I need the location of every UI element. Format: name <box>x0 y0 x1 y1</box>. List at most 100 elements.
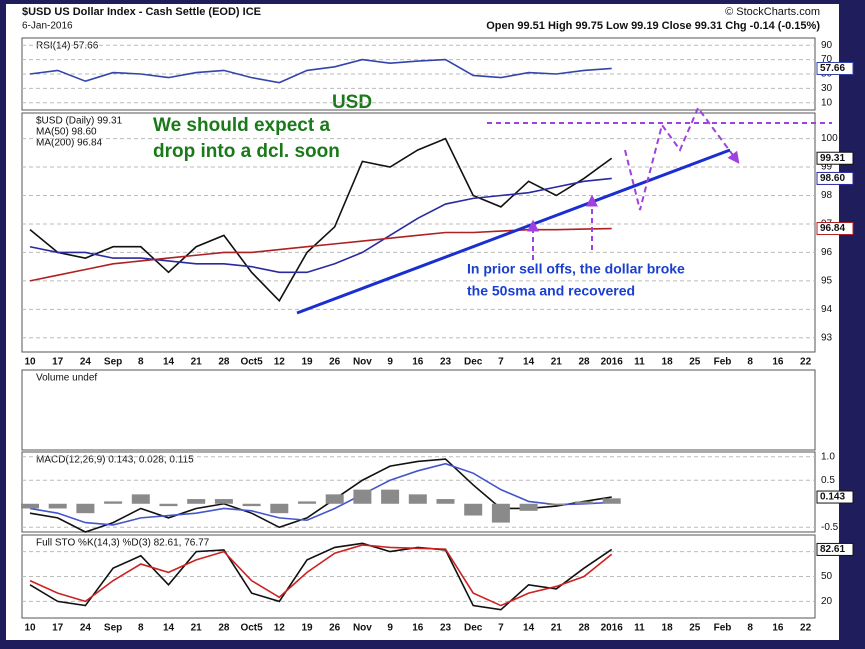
histogram-bar <box>104 501 123 504</box>
x-tick-label: 16 <box>412 357 424 368</box>
x-tick-label: 23 <box>440 623 452 634</box>
histogram-bar <box>242 503 261 507</box>
x-tick-label: Sep <box>104 357 122 368</box>
histogram-bar <box>464 503 483 516</box>
x-tick-label: 26 <box>329 623 341 634</box>
value-tag <box>816 171 854 185</box>
value-tag <box>816 222 854 236</box>
projection-path <box>624 106 740 211</box>
x-tick-label: 21 <box>551 357 563 368</box>
histogram-bar <box>159 503 178 507</box>
series-line <box>29 542 613 611</box>
legend-entry: MA(50) 98.60 <box>36 127 97 138</box>
histogram-bar <box>381 489 400 504</box>
y-tick-label: 90 <box>821 40 833 51</box>
x-tick-label: Dec <box>464 623 483 634</box>
value-tag-label: 82.61 <box>820 544 845 555</box>
panel-frame <box>21 451 816 533</box>
x-tick-label: 9 <box>387 357 393 368</box>
value-tag-label: 57.66 <box>820 63 845 74</box>
y-tick-label: 10 <box>821 97 833 108</box>
annotation-note: We should expect a <box>153 115 330 136</box>
x-tick-label: 19 <box>301 623 313 634</box>
histogram-bar <box>602 498 621 504</box>
x-tick-label: 18 <box>662 623 674 634</box>
x-tick-label: 21 <box>191 623 203 634</box>
y-tick-label: 70 <box>821 54 833 65</box>
histogram-bar <box>48 503 67 509</box>
x-tick-label: 8 <box>138 357 144 368</box>
date: 6-Jan-2016 <box>22 21 73 32</box>
y-tick-label: 100 <box>821 133 838 144</box>
histogram-bar <box>436 499 455 504</box>
x-tick-label: 22 <box>800 357 812 368</box>
x-tick-label: 16 <box>772 357 784 368</box>
histogram-bar <box>214 499 233 504</box>
legend-entry: Full STO %K(14,3) %D(3) 82.61, 76.77 <box>36 538 210 549</box>
x-tick-label: 17 <box>52 623 64 634</box>
x-tick-label: 14 <box>523 357 535 368</box>
x-tick-label: 28 <box>578 623 590 634</box>
x-tick-label: 26 <box>329 357 341 368</box>
x-tick-label: 11 <box>634 623 645 634</box>
y-tick-label: 93 <box>821 332 833 343</box>
legend-entry: RSI(14) 57.66 <box>36 41 99 52</box>
legend-entry: MA(200) 96.84 <box>36 138 103 149</box>
panel-frame <box>21 112 816 353</box>
x-tick-label: 22 <box>800 623 812 634</box>
x-tick-label: Oct5 <box>240 357 263 368</box>
histogram-bar <box>187 499 206 504</box>
x-tick-label: 7 <box>498 357 504 368</box>
annotation-callout: In prior sell offs, the dollar broke <box>467 261 685 277</box>
histogram-bar <box>21 503 39 509</box>
x-tick-label: 14 <box>163 357 175 368</box>
legend-entry: Volume undef <box>36 373 97 384</box>
y-tick-label: -0.5 <box>821 522 839 533</box>
value-tag-label: 99.31 <box>820 153 845 164</box>
x-tick-label: 28 <box>218 623 230 634</box>
value-tag <box>816 151 854 165</box>
x-tick-label: Dec <box>464 357 483 368</box>
y-tick-label: 99 <box>821 162 833 173</box>
panel-frame <box>21 369 816 451</box>
histogram-bar <box>575 501 593 504</box>
x-tick-label: 23 <box>440 357 452 368</box>
x-tick-label: 25 <box>689 357 701 368</box>
x-tick-label: Oct5 <box>240 623 263 634</box>
x-tick-label: 24 <box>80 357 92 368</box>
x-tick-label: 9 <box>387 623 393 634</box>
drawing-layer <box>296 106 832 315</box>
histogram-bar <box>298 501 316 504</box>
y-tick-label: 50 <box>821 571 833 582</box>
x-tick-label: 14 <box>523 623 535 634</box>
x-tick-label: 8 <box>747 357 753 368</box>
histogram-bar <box>408 494 427 504</box>
histogram-bar <box>131 494 150 504</box>
x-tick-label: 12 <box>274 623 286 634</box>
annotation-callout: the 50sma and recovered <box>467 283 635 299</box>
value-tag-label: 98.60 <box>820 173 845 184</box>
y-tick-label: 94 <box>821 304 833 315</box>
x-tick-label: 16 <box>412 623 424 634</box>
x-tick-label: 10 <box>24 357 36 368</box>
x-tick-label: 8 <box>138 623 144 634</box>
y-tick-label: 20 <box>821 596 833 607</box>
x-tick-label: Sep <box>104 623 122 634</box>
x-tick-label: 21 <box>191 357 203 368</box>
x-tick-label: 24 <box>80 623 92 634</box>
legend-entry: MACD(12,26,9) 0.143, 0.028, 0.115 <box>36 455 194 466</box>
x-tick-label: 17 <box>52 357 64 368</box>
value-tag <box>816 61 854 75</box>
x-tick-label: 25 <box>689 623 701 634</box>
y-tick-label: 95 <box>821 276 833 287</box>
histogram-bar <box>353 489 372 504</box>
y-tick-label: 1.0 <box>821 451 835 462</box>
source: © StockCharts.com <box>725 6 820 18</box>
x-tick-label: 16 <box>772 623 784 634</box>
x-tick-label: Feb <box>714 357 732 368</box>
x-tick-label: 18 <box>662 357 674 368</box>
x-tick-label: 10 <box>24 623 36 634</box>
series-line <box>29 58 612 84</box>
